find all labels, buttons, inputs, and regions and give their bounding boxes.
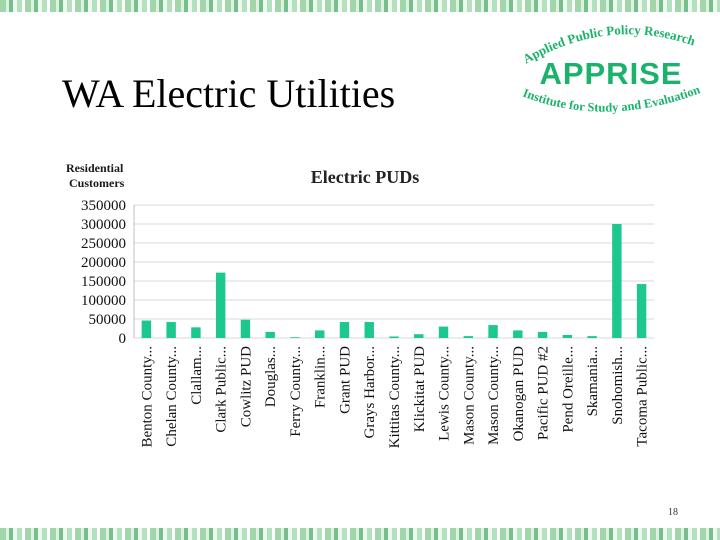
bar [215,272,226,338]
x-category-label: Chelan County... [164,346,180,447]
bar [562,334,573,338]
y-tick-label: 250000 [81,236,126,252]
bar [513,330,523,338]
x-category-label: Pacific PUD #2 [536,346,552,440]
bar [290,337,300,338]
chart-area: Residential Customers Electric PUDs 0 5000… [60,155,670,470]
y-tick-label: 50000 [89,312,127,328]
y-axis-caption: Residential Customers [66,161,124,191]
bar [438,326,449,338]
x-category-label: Skamania... [585,346,601,416]
x-category-label: Franklin... [313,346,329,408]
y-tick-label: 350000 [81,198,126,214]
top-decorative-band [0,0,720,12]
y-axis-caption-line: Residential [66,161,124,175]
bar [191,327,201,338]
bar [315,330,325,338]
bar [488,325,498,338]
y-tick-label: 150000 [81,274,126,290]
x-category-label: Mason County... [486,346,502,445]
y-axis-caption-line: Customers [69,176,125,190]
bar [240,319,251,338]
y-tick-label: 100000 [81,293,126,309]
bar [587,336,597,338]
x-category-label: Pend Oreille... [560,346,576,433]
x-category-label: Douglas... [263,346,279,407]
slide-title: WA Electric Utilities [62,71,396,116]
x-category-label: Clark Public... [214,346,230,433]
y-tick-label: 200000 [81,255,126,271]
bar [141,320,152,338]
apprise-logo: Applied Public Policy Research APPRISE I… [520,22,702,114]
x-category-label: Grays Harbor... [362,346,378,438]
y-tick-label: 300000 [81,217,126,233]
x-category-label: Tacoma Public... [635,346,651,447]
x-category-label: Lewis County... [437,346,453,441]
chart-title: Electric PUDs [311,167,419,187]
x-category-label: Klickitat PUD [412,346,428,432]
x-category-label: Snohomish... [610,346,626,425]
bar [537,331,548,338]
bar [612,224,622,338]
bar [414,334,424,338]
x-category-label: Cowlitz PUD [238,346,254,427]
bar [364,322,374,338]
bar [389,336,399,338]
bar-chart: Electric PUDs 0 50000 100000 150000 200000 250… [81,167,654,448]
y-tick-label: 0 [119,331,127,347]
logo-main-text: APPRISE [539,56,682,91]
page-number: 18 [668,507,678,518]
x-category-label: Clallam... [189,346,205,405]
bar [339,322,350,338]
x-category-label: Grant PUD [337,346,353,414]
x-category-label: Okanogan PUD [511,346,527,442]
bar [166,322,176,338]
bar [265,331,275,338]
bottom-decorative-band [0,528,720,540]
x-category-label: Kittitas County... [387,346,403,448]
bar [636,284,647,338]
bar [463,336,473,338]
x-category-label: Ferry County... [288,346,304,437]
x-category-label: Benton County... [139,346,155,448]
x-category-label: Mason County... [461,346,477,445]
